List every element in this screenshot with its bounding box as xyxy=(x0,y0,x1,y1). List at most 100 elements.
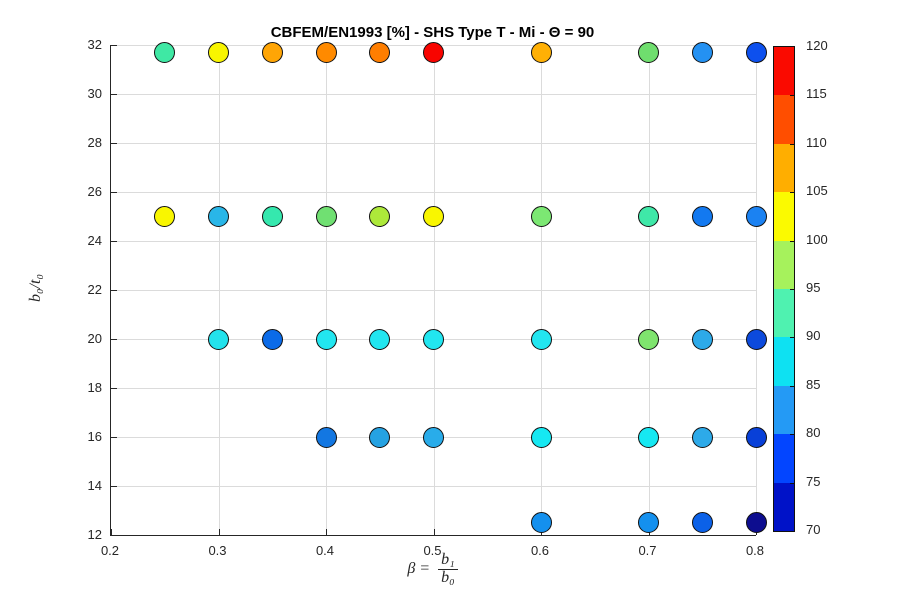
colorbar-tick-label: 85 xyxy=(806,376,821,392)
scatter-point xyxy=(315,41,337,63)
scatter-point xyxy=(530,41,552,63)
colorbar xyxy=(773,46,795,532)
y-gridline xyxy=(111,94,756,95)
colorbar-segment xyxy=(774,482,794,531)
colorbar-segment xyxy=(774,288,794,338)
y-tick-label: 20 xyxy=(87,331,102,346)
x-tick-label: 0.2 xyxy=(100,543,120,558)
colorbar-tick-mark xyxy=(790,143,794,145)
scatter-point xyxy=(638,41,659,63)
scatter-point xyxy=(208,328,229,350)
y-gridline xyxy=(111,143,756,144)
colorbar-tick-label: 105 xyxy=(806,183,828,199)
x-tick-label: 0.6 xyxy=(530,543,550,558)
colorbar-segment xyxy=(774,143,794,193)
colorbar-tick-mark xyxy=(790,385,794,387)
y-gridline xyxy=(111,486,756,487)
scatter-point xyxy=(261,41,283,63)
scatter-point xyxy=(154,206,176,227)
scatter-point xyxy=(638,426,659,448)
y-tick-mark xyxy=(111,339,117,340)
colorbar-tick-label: 120 xyxy=(806,38,828,53)
scatter-point xyxy=(423,41,444,63)
x-tick-mark xyxy=(433,529,435,535)
y-gridline xyxy=(111,290,756,291)
y-tick-label: 18 xyxy=(87,380,102,395)
scatter-point xyxy=(369,426,391,448)
scatter-point xyxy=(423,328,444,350)
x-tick-label: 0.3 xyxy=(208,543,227,558)
colorbar-tick-label: 70 xyxy=(806,522,821,537)
y-tick-label: 24 xyxy=(87,233,102,248)
scatter-point xyxy=(261,328,283,350)
colorbar-segment xyxy=(774,94,794,144)
scatter-point xyxy=(745,328,767,350)
y-tick-mark xyxy=(111,486,117,487)
scatter-point xyxy=(208,41,229,63)
y-tick-label: 16 xyxy=(87,429,102,444)
colorbar-tick-label: 110 xyxy=(806,134,827,150)
scatter-point xyxy=(638,512,659,534)
y-gridline xyxy=(111,192,756,193)
colorbar-tick-mark xyxy=(790,434,794,436)
x-tick-label: 0.8 xyxy=(745,543,765,558)
scatter-point xyxy=(745,206,767,227)
chart-title: CBFEM/EN1993 [%] - SHS Type T - Mi - Θ =… xyxy=(270,24,595,41)
scatter-point xyxy=(530,512,552,534)
y-tick-label: 32 xyxy=(87,37,102,52)
scatter-point xyxy=(315,206,337,227)
x-axis-label: β = b₁ b₀ xyxy=(110,551,755,587)
y-gridline xyxy=(111,388,756,389)
y-tick-label: 26 xyxy=(87,184,102,199)
y-tick-label: 12 xyxy=(87,527,102,542)
scatter-point xyxy=(423,426,444,448)
scatter-point xyxy=(369,328,391,350)
colorbar-tick-mark xyxy=(790,337,794,339)
y-tick-mark xyxy=(111,192,117,193)
y-tick-label: 30 xyxy=(87,86,102,101)
scatter-point xyxy=(208,206,229,227)
colorbar-tick-mark xyxy=(790,240,794,242)
x-tick-mark xyxy=(326,529,327,535)
scatter-point xyxy=(530,328,552,350)
colorbar-segment xyxy=(774,191,794,241)
colorbar-segment xyxy=(774,46,794,96)
scatter-point xyxy=(691,206,713,227)
x-tick-mark xyxy=(111,529,112,535)
scatter-point xyxy=(691,512,713,534)
colorbar-segment xyxy=(774,433,794,483)
y-tick-mark xyxy=(111,143,117,144)
y-tick-mark xyxy=(111,45,117,46)
scatter-point xyxy=(315,328,337,350)
plot-area xyxy=(110,41,767,536)
colorbar-tick-label: 75 xyxy=(806,473,821,489)
colorbar-tick-mark xyxy=(790,482,794,484)
y-tick-label: 14 xyxy=(87,478,102,493)
scatter-point xyxy=(638,206,659,227)
colorbar-tick-mark xyxy=(790,289,794,290)
scatter-point xyxy=(423,206,444,227)
x-gridline xyxy=(756,45,757,535)
x-tick-label: 0.7 xyxy=(638,543,657,558)
scatter-point xyxy=(261,206,283,227)
colorbar-tick-label: 90 xyxy=(806,328,821,344)
scatter-point xyxy=(691,328,713,350)
colorbar-segment xyxy=(774,385,794,435)
scatter-point xyxy=(745,426,767,448)
y-axis-label-text: b₀/t₀ xyxy=(27,273,44,303)
scatter-point xyxy=(691,41,713,63)
y-tick-label: 28 xyxy=(87,135,102,150)
scatter-point xyxy=(745,41,767,63)
scatter-point xyxy=(154,41,176,63)
x-tick-label: 0.5 xyxy=(423,543,442,558)
scatter-point xyxy=(530,426,552,448)
x-tick-label: 0.4 xyxy=(315,543,335,558)
y-tick-mark xyxy=(111,94,117,95)
colorbar-tick-label: 80 xyxy=(806,425,821,441)
colorbar-tick-mark xyxy=(790,95,794,97)
x-axis-label-denominator: b₀ xyxy=(438,568,458,587)
colorbar-tick-label: 100 xyxy=(806,231,828,247)
x-axis-label-prefix: β = xyxy=(407,559,431,577)
x-tick-mark xyxy=(218,529,220,535)
